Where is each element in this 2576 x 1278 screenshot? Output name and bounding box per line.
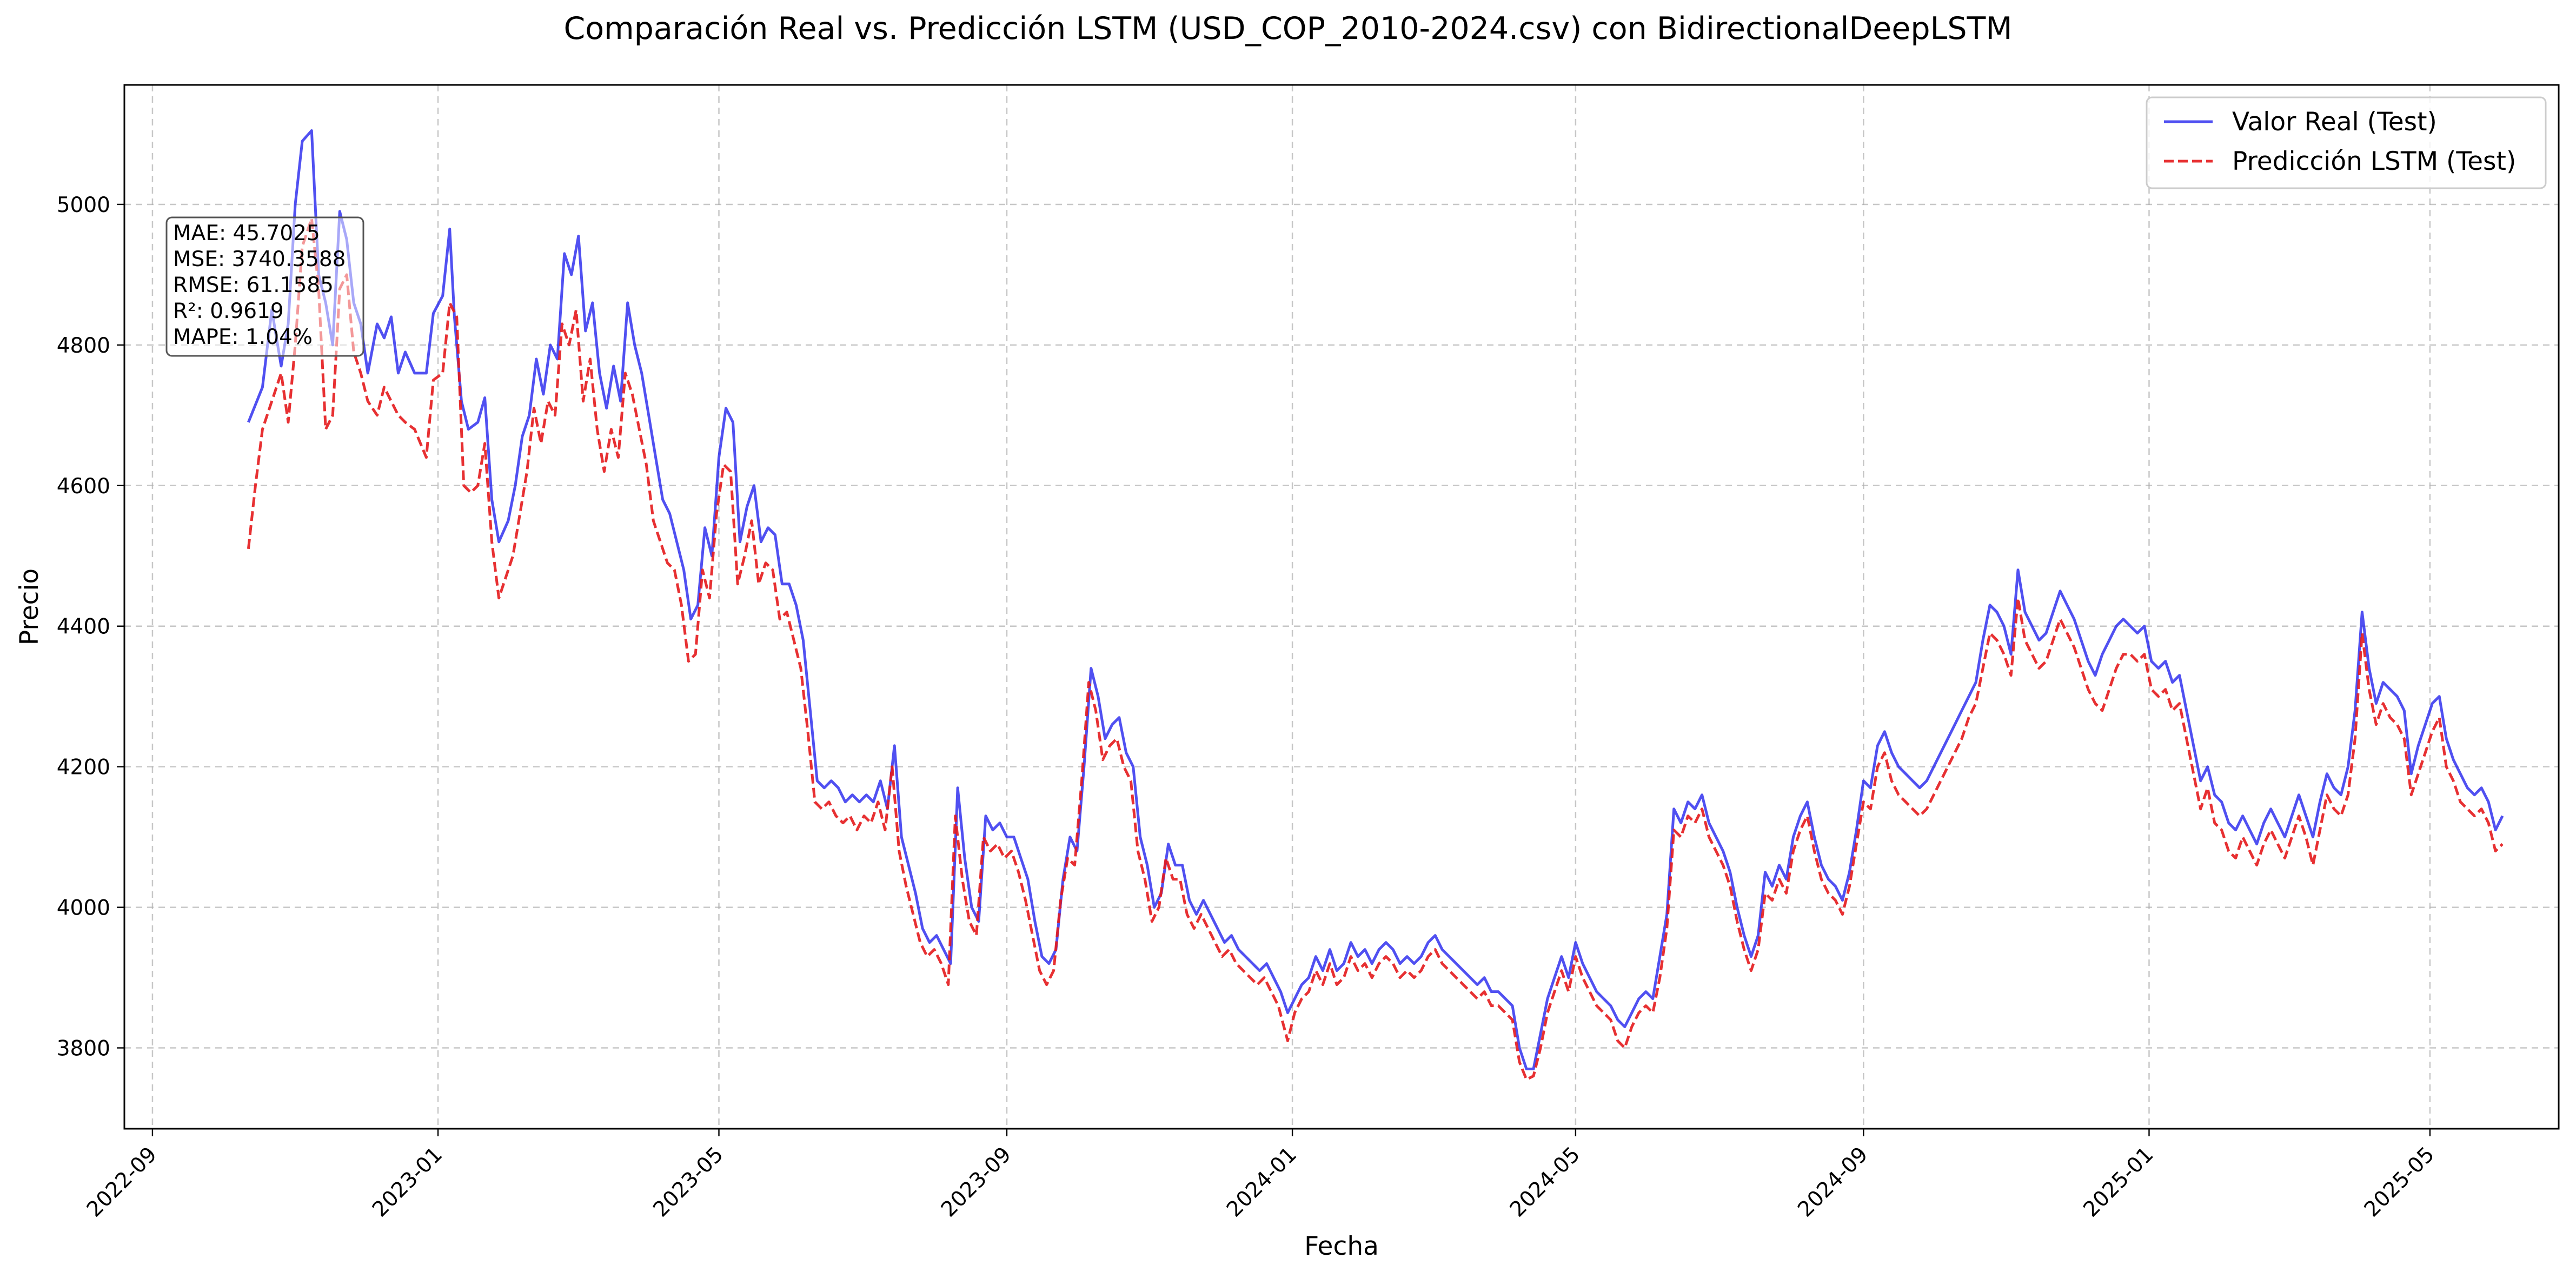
metric-r2: R²: 0.9619	[173, 299, 284, 323]
y-tick-label: 4600	[57, 474, 110, 499]
y-tick-label: 5000	[57, 193, 110, 217]
y-tick-label: 4200	[57, 756, 110, 780]
grid-layer	[124, 85, 2559, 1129]
plot-frame	[123, 84, 2560, 1130]
x-axis-label: Fecha	[1304, 1231, 1379, 1261]
series-layer	[247, 129, 2504, 1081]
legend: Valor Real (Test) Predicción LSTM (Test)	[2146, 96, 2547, 189]
y-tick-label: 3800	[57, 1037, 110, 1061]
chart-title: Comparación Real vs. Predicción LSTM (US…	[563, 11, 2012, 47]
series-line-prediction	[247, 217, 2504, 1081]
metric-rmse: RMSE: 61.1585	[173, 273, 334, 297]
y-tick-label: 4000	[57, 896, 110, 921]
y-axis-label: Precio	[15, 568, 44, 645]
legend-label-prediction: Predicción LSTM (Test)	[2232, 147, 2516, 176]
metric-mae: MAE: 45.7025	[173, 221, 320, 246]
metric-mape: MAPE: 1.04%	[173, 325, 313, 349]
series-line-real	[247, 129, 2504, 1070]
metrics-box: MAE: 45.7025 MSE: 3740.3588 RMSE: 61.158…	[165, 216, 364, 357]
y-tick-label: 4800	[57, 334, 110, 358]
legend-label-real: Valor Real (Test)	[2232, 107, 2437, 137]
metric-mse: MSE: 3740.3588	[173, 247, 346, 272]
y-tick-label: 4400	[57, 615, 110, 639]
legend-frame	[2146, 96, 2547, 189]
metrics-box-frame	[165, 216, 364, 357]
